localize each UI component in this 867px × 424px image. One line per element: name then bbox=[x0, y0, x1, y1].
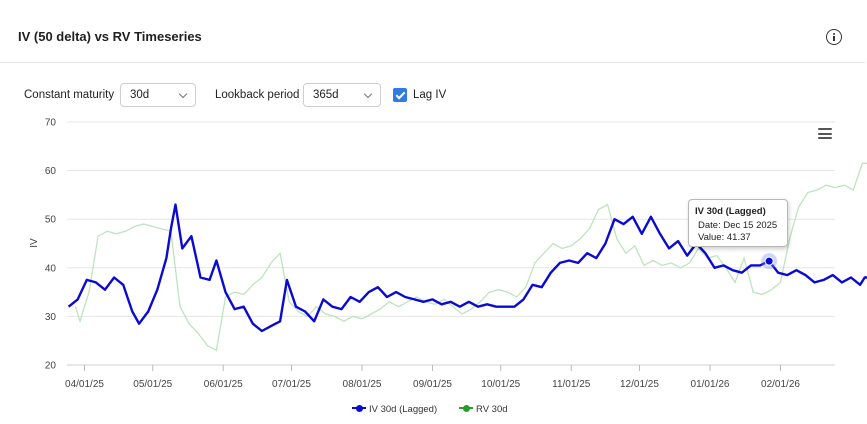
lag-iv-checkbox[interactable] bbox=[393, 88, 407, 102]
x-tick-label: 05/01/25 bbox=[133, 379, 172, 390]
x-axis: 04/01/25 05/01/25 06/01/25 07/01/25 08/01/25… bbox=[65, 364, 835, 390]
constant-maturity-value: 30d bbox=[130, 89, 150, 101]
legend-label-iv: IV 30d (Lagged) bbox=[369, 404, 438, 415]
chevron-down-icon bbox=[178, 89, 188, 99]
x-tick-label: 10/01/25 bbox=[481, 379, 520, 390]
tooltip-date: Date: Dec 15 2025 bbox=[698, 220, 778, 231]
lookback-period-value: 365d bbox=[313, 89, 339, 101]
page-title: IV (50 delta) vs RV Timeseries bbox=[18, 29, 202, 44]
x-tick-label: 02/01/26 bbox=[761, 379, 800, 390]
x-tick-label: 07/01/25 bbox=[272, 379, 311, 390]
y-tick-label: 30 bbox=[45, 312, 57, 323]
panel-header: IV (50 delta) vs RV Timeseries bbox=[0, 0, 865, 63]
y-axis-label: IV bbox=[29, 238, 40, 248]
x-tick-label: 08/01/25 bbox=[343, 379, 382, 390]
constant-maturity-label: Constant maturity bbox=[24, 89, 115, 101]
lag-iv-label[interactable]: Lag IV bbox=[413, 89, 447, 101]
legend-marker-rv bbox=[459, 404, 473, 412]
legend-marker-iv bbox=[352, 404, 366, 412]
chart-legend: IV 30d (Lagged) RV 30d bbox=[0, 404, 867, 418]
x-tick-label: 01/01/26 bbox=[691, 379, 730, 390]
x-tick-label: 12/01/25 bbox=[620, 379, 659, 390]
x-tick-label: 04/01/25 bbox=[65, 379, 104, 390]
info-icon[interactable] bbox=[826, 29, 842, 45]
y-tick-label: 50 bbox=[45, 215, 57, 226]
lookback-period-select[interactable]: 365d bbox=[303, 83, 381, 107]
y-tick-label: 70 bbox=[45, 118, 57, 129]
chevron-down-icon bbox=[363, 89, 373, 99]
constant-maturity-select[interactable]: 30d bbox=[120, 83, 196, 107]
y-tick-label: 60 bbox=[45, 166, 57, 177]
x-tick-label: 09/01/25 bbox=[413, 379, 452, 390]
iv-rv-chart: 20 30 40 50 60 70 04/01/25 05/01/25 06/01/25 07/… bbox=[29, 118, 867, 390]
lookback-period-label: Lookback period bbox=[215, 89, 300, 101]
iv-30d-lagged-line bbox=[67, 203, 867, 333]
x-tick-label: 11/01/25 bbox=[552, 379, 591, 390]
x-tick-label: 06/01/25 bbox=[204, 379, 243, 390]
chart-tooltip: IV 30d (Lagged) Date: Dec 15 2025 Value:… bbox=[688, 199, 788, 247]
tooltip-point[interactable] bbox=[764, 256, 774, 266]
y-tick-label: 20 bbox=[45, 361, 57, 372]
y-tick-label: 40 bbox=[45, 263, 57, 274]
tooltip-title: IV 30d (Lagged) bbox=[695, 206, 766, 217]
rv-30d-line bbox=[74, 162, 867, 352]
chart-menu-icon[interactable] bbox=[818, 128, 832, 140]
tooltip-value: Value: 41.37 bbox=[698, 232, 751, 243]
legend-label-rv: RV 30d bbox=[476, 404, 508, 415]
y-axis-ticks: 20 30 40 50 60 70 bbox=[45, 118, 57, 372]
chart-controls: Constant maturity 30d Lookback period 36… bbox=[0, 83, 867, 109]
